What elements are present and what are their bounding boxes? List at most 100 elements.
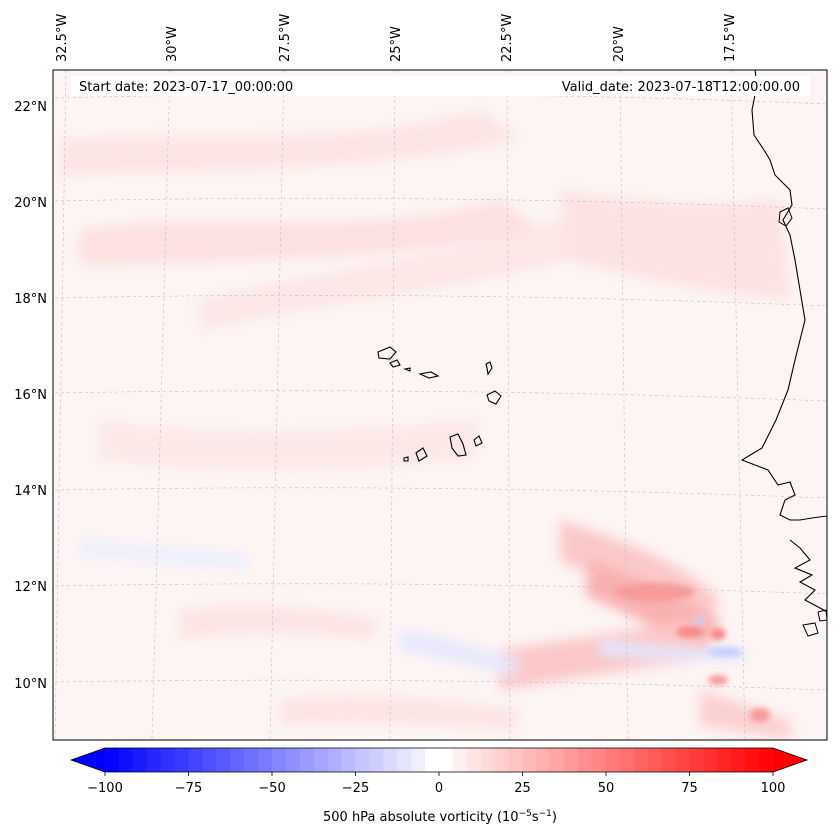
vorticity-field	[54, 70, 827, 740]
lon-label-17.5W: 17.5°W	[723, 14, 738, 62]
colorbar-segment	[132, 748, 148, 772]
vorticity-bands	[60, 110, 790, 740]
colorbar-segment	[647, 748, 663, 772]
lat-label-20N: 20°N	[14, 196, 47, 211]
lat-label-14N: 14°N	[14, 484, 47, 499]
colorbar-segment	[230, 748, 245, 772]
lat-label-10N: 10°N	[14, 677, 47, 692]
colorbar-segment	[508, 748, 524, 772]
colorbar-segment	[188, 748, 204, 772]
lat-label-18N: 18°N	[14, 292, 47, 307]
lon-label-32.5W: 32.5°W	[55, 14, 70, 62]
colorbar-segment	[466, 748, 482, 772]
colorbar-segment	[216, 748, 231, 772]
valid-date-label: Valid_date: 2023-07-18T12:00:00.00	[562, 80, 800, 95]
colorbar-tick-label: −75	[175, 781, 202, 796]
lon-label-22.5W: 22.5°W	[500, 14, 515, 62]
colorbar-segment	[299, 748, 315, 772]
colorbar-extend-min	[71, 748, 105, 772]
colorbar-segment	[160, 748, 176, 772]
coastline-banc-arguin	[778, 207, 793, 227]
colorbar-segment	[661, 748, 677, 772]
island-sao-vicente	[389, 359, 401, 368]
graticule	[54, 70, 827, 740]
colorbar: −100 −75 −50 −25 0 25 50 75 100 500 hPa absolute…	[69, 747, 809, 825]
colorbar-segment	[550, 748, 565, 772]
map-frame	[52, 69, 828, 741]
colorbar-segment	[480, 748, 496, 772]
lon-label-20W: 20°W	[612, 26, 627, 62]
colorbar-segment	[411, 748, 426, 772]
colorbar-segment	[536, 748, 551, 772]
colorbar-segment	[703, 748, 718, 772]
colorbar-cells	[71, 748, 807, 772]
lon-label-27.5W: 27.5°W	[278, 14, 293, 62]
colorbar-segment	[759, 748, 774, 772]
colorbar-segment	[425, 748, 440, 772]
lat-label-22N: 22°N	[14, 100, 47, 115]
colorbar-segment	[118, 748, 134, 772]
colorbar-segment	[619, 748, 635, 772]
colorbar-segment	[355, 748, 371, 772]
colorbar-segment	[731, 748, 746, 772]
colorbar-extend-max	[773, 748, 807, 772]
colorbar-segment	[313, 748, 329, 772]
colorbar-segment	[606, 748, 621, 772]
vorticity-cores	[615, 583, 770, 722]
colorbar-segment	[452, 748, 468, 772]
colorbar-segment	[202, 748, 217, 772]
colorbar-tick-label: 50	[598, 781, 615, 796]
lon-label-25W: 25°W	[389, 26, 404, 62]
colorbar-segment	[675, 748, 691, 772]
colorbar-segment	[383, 748, 398, 772]
colorbar-segment	[146, 748, 162, 772]
latitude-labels: 22°N 20°N 18°N 16°N 14°N 12°N 10°N	[14, 100, 47, 692]
island-santo-antao	[377, 346, 397, 360]
start-date-label: Start date: 2023-07-17_00:00:00	[79, 80, 293, 95]
colorbar-tick-label: −100	[87, 781, 123, 796]
colorbar-segment	[174, 748, 190, 772]
colorbar-segment	[272, 748, 287, 772]
colorbar-segment	[369, 748, 384, 772]
island-brava	[403, 456, 409, 462]
colorbar-segment	[244, 748, 259, 772]
colorbar-segment	[327, 748, 343, 772]
lon-label-30W: 30°W	[165, 26, 180, 62]
colorbar-label: 500 hPa absolute vorticity (10−5s−1)	[323, 809, 557, 825]
colorbar-segment	[341, 748, 357, 772]
colorbar-segment	[689, 748, 705, 772]
date-header-box	[71, 76, 810, 96]
colorbar-tick-label: 75	[681, 781, 698, 796]
longitude-labels: 32.5°W 30°W 27.5°W 25°W 22.5°W 20°W 17.5…	[55, 14, 738, 62]
colorbar-segment	[285, 748, 301, 772]
colorbar-segment	[397, 748, 412, 772]
colorbar-segment	[522, 748, 538, 772]
island-sal	[485, 361, 493, 376]
colorbar-tick-label: 100	[761, 781, 786, 796]
cabo-verde-islands	[377, 346, 502, 462]
colorbar-segment	[439, 748, 454, 772]
island-boa-vista	[486, 390, 502, 405]
colorbar-segment	[745, 748, 760, 772]
island-santa-luzia	[403, 367, 411, 372]
coastline-guinea	[789, 539, 827, 613]
island-maio	[473, 435, 483, 447]
colorbar-segment	[592, 748, 607, 772]
colorbar-tick-label: −25	[342, 781, 369, 796]
coastline-africa	[740, 70, 827, 521]
lat-label-12N: 12°N	[14, 580, 47, 595]
colorbar-tick-label: 25	[514, 781, 531, 796]
colorbar-tick-label: 0	[435, 781, 443, 796]
lat-label-16N: 16°N	[14, 388, 47, 403]
island-santiago	[449, 433, 467, 457]
colorbar-segment	[633, 748, 649, 772]
colorbar-segment	[578, 748, 593, 772]
island-sao-nicolau	[418, 371, 440, 379]
colorbar-tick-label: −50	[258, 781, 285, 796]
island-fogo	[415, 447, 428, 462]
colorbar-segment	[258, 748, 273, 772]
bijagos-islands	[802, 609, 827, 637]
colorbar-segment	[564, 748, 579, 772]
colorbar-segment	[494, 748, 510, 772]
